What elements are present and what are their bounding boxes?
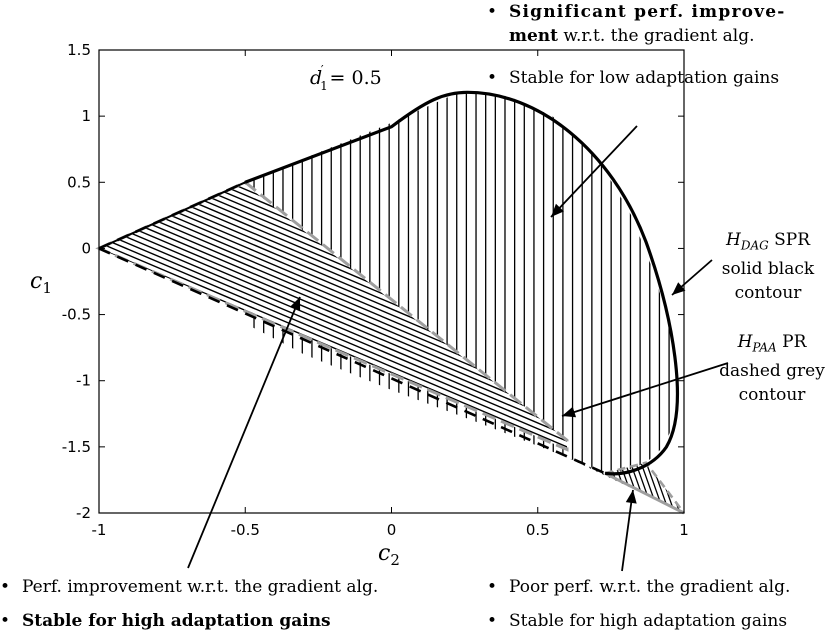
- diagonal-hatch-line: [99, 182, 567, 450]
- diagonal-hatch-group: [99, 182, 567, 450]
- poor-hatch-line: [696, 453, 719, 519]
- arrow-pr: [561, 362, 729, 417]
- dag-spr-left-edge: [98, 181, 246, 250]
- note-text: Stable for high adaptation gains: [22, 611, 331, 631]
- x-tick-label: 0.5: [526, 521, 550, 539]
- y-tick-label: 0.5: [67, 173, 91, 191]
- arrow-poor: [621, 489, 634, 572]
- poor-hatch-line: [567, 457, 583, 513]
- note-text: contour: [738, 385, 806, 406]
- math-h: H: [726, 230, 741, 250]
- note-text: Significant perf. improve-: [509, 2, 786, 22]
- note-text: dashed grey: [719, 361, 825, 382]
- contour-layer: [95, 90, 686, 515]
- y-tick-label: -1: [76, 372, 91, 390]
- y-axis-label: c1: [30, 269, 52, 297]
- note-top-right: • Significant perf. improve- ment w.r.t. …: [487, 0, 786, 90]
- arrow-spr-head: [672, 282, 686, 295]
- x-tick-label: 0: [387, 521, 397, 539]
- bullet: •: [487, 2, 498, 22]
- arrow-layer: [187, 125, 729, 572]
- arrow-significant-head: [551, 203, 564, 217]
- diagonal-hatch-line: [99, 189, 567, 450]
- poor-hatch-line: [668, 457, 684, 513]
- poor-hatch-line: [538, 453, 561, 519]
- diagonal-hatch-line: [99, 207, 567, 450]
- diagonal-zone-bg: [99, 182, 567, 450]
- note-text: Stable for high adaptation gains: [509, 611, 788, 631]
- diagonal-hatch-line: [99, 192, 567, 450]
- poor-hatch-line: [595, 457, 620, 513]
- diagonal-hatch-line: [99, 204, 567, 450]
- diagonal-hatch-line: [99, 182, 567, 450]
- poor-hatch-line: [701, 453, 724, 519]
- diagonal-hatch-line: [109, 182, 567, 450]
- poor-hatch-line: [567, 457, 578, 513]
- poor-hatch-line: [584, 457, 610, 513]
- arrow-improvement-head: [289, 297, 301, 312]
- bullet: •: [487, 611, 498, 631]
- diagonal-hatch-line: [99, 186, 567, 450]
- y-tick-label: -0.5: [62, 306, 91, 324]
- diagonal-hatch-line: [99, 183, 567, 450]
- note-text: Poor perf. w.r.t. the gradient alg.: [509, 577, 791, 597]
- note-text: Perf. improvement w.r.t. the gradient al…: [22, 577, 379, 597]
- math-sub: DAG: [740, 238, 769, 253]
- x-tick-label: 1: [679, 521, 689, 539]
- poor-hatch-line: [685, 453, 708, 519]
- arrow-poor-head: [625, 490, 637, 504]
- x-tick-label: -0.5: [231, 521, 260, 539]
- math-sub: PAA: [752, 340, 777, 355]
- x-tick-label: -1: [92, 521, 107, 539]
- lower-tail-grey: [604, 471, 685, 515]
- diagonal-hatch-line: [99, 198, 567, 450]
- note-text: ment: [509, 26, 559, 46]
- note-bottom-right: • Poor perf. w.r.t. the gradient alg. • St…: [487, 575, 790, 633]
- y-tick-label: 1.5: [67, 41, 91, 59]
- poor-hatch-line: [711, 453, 734, 519]
- diagonal-hatch-line: [99, 201, 567, 450]
- poor-region-edge: [604, 461, 686, 514]
- note-pr: HPAA PR dashed grey contour: [716, 330, 828, 407]
- math-h: H: [737, 332, 753, 352]
- bullet: •: [0, 577, 11, 597]
- diagonal-hatch-line: [99, 195, 567, 450]
- poor-hatch-line: [567, 457, 573, 513]
- note-bottom-left: • Perf. improvement w.r.t. the gradient a…: [0, 575, 378, 633]
- note-text: SPR: [768, 230, 810, 250]
- hatch-layer: [99, 92, 734, 519]
- note-text: contour: [734, 283, 802, 304]
- bullet: •: [487, 68, 498, 88]
- poor-hatch-line: [706, 453, 729, 519]
- y-tick-label: -1.5: [62, 438, 91, 456]
- lower-edge-dash: [98, 247, 606, 475]
- param-label: d1′ = 0.5: [310, 63, 382, 93]
- note-text: w.r.t. the gradient alg.: [558, 26, 755, 46]
- tick-layer: -1 -0.5 0 0.5 1 -2 -1.5 -1 -0.5 0 0.5 1 1.5: [62, 41, 689, 539]
- note-text: PR: [776, 332, 807, 352]
- poor-hatch-line: [567, 457, 568, 513]
- dag-spr-contour: [244, 90, 679, 476]
- note-text: Stable for low adaptation gains: [509, 68, 780, 88]
- arrow-significant: [550, 125, 638, 218]
- note-text: solid black: [721, 259, 815, 280]
- arrow-improvement: [187, 296, 301, 569]
- poor-hatch-line: [690, 453, 713, 519]
- x-axis-label: c2: [378, 541, 400, 569]
- bullet: •: [487, 577, 498, 597]
- y-tick-label: 0: [81, 239, 91, 257]
- bullet: •: [0, 611, 11, 631]
- poor-hatch-group: [538, 453, 734, 519]
- poor-hatch-line: [605, 457, 631, 513]
- poor-hatch-line: [573, 457, 599, 513]
- y-tick-label: -2: [76, 504, 91, 522]
- note-spr: HDAG SPR solid black contour: [712, 228, 824, 305]
- arrow-pr-head: [562, 406, 577, 418]
- y-tick-label: 1: [81, 107, 91, 125]
